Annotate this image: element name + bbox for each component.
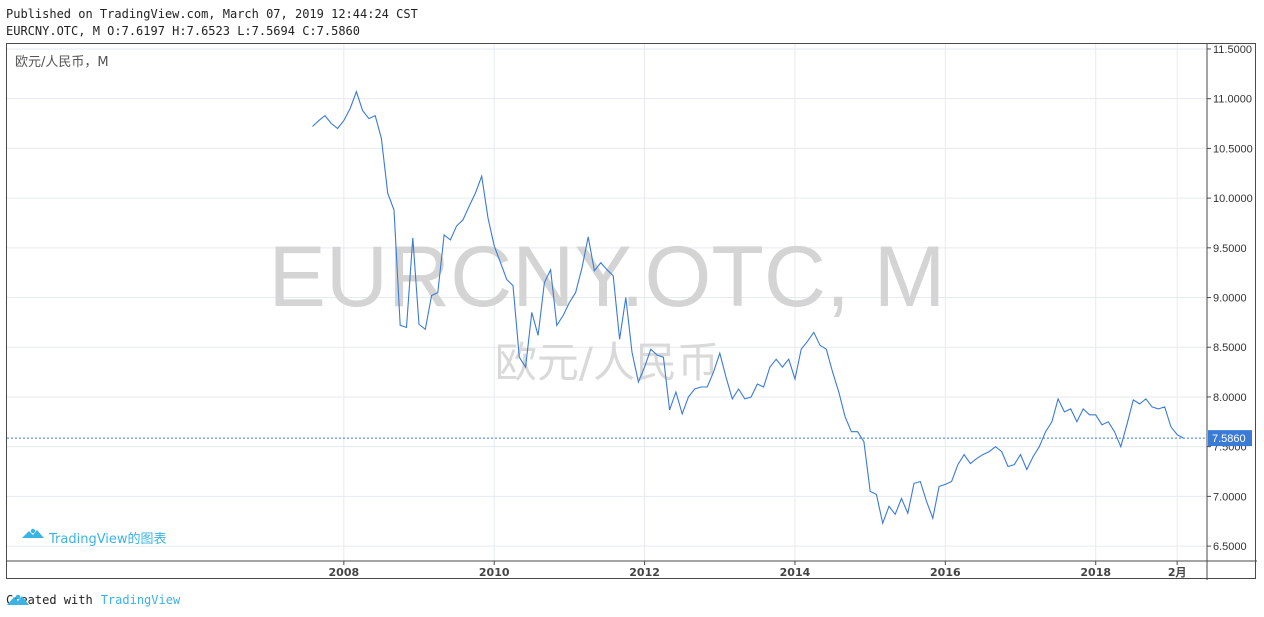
y-tick-label: 10.0000: [1213, 193, 1253, 205]
x-tick-label: 2014: [780, 566, 811, 579]
last-value-badge: [1208, 430, 1252, 447]
tradingview-link[interactable]: TradingView: [100, 593, 181, 607]
watermark-symbol: EURCNY.OTC, M: [269, 229, 946, 325]
y-tick-label: 6.5000: [1213, 541, 1247, 553]
price-chart[interactable]: EURCNY.OTC, M 欧元/人民币 6.50007.00007.50008…: [7, 44, 1257, 580]
y-tick-label: 10.5000: [1213, 143, 1253, 155]
chart-grid: [7, 44, 1207, 561]
y-tick-label: 7.0000: [1213, 491, 1247, 503]
footer: Created with TradingView: [6, 593, 180, 607]
y-tick-label: 11.0000: [1213, 94, 1252, 106]
ohlc-info: EURCNY.OTC, M O:7.6197 H:7.6523 L:7.5694…: [6, 24, 361, 38]
y-axis-ticks: 6.50007.00007.50008.00008.50009.00009.50…: [1207, 44, 1253, 553]
y-tick-label: 9.0000: [1213, 293, 1247, 305]
y-tick-label: 11.5000: [1213, 44, 1252, 56]
x-tick-label: 2018: [1080, 566, 1111, 579]
series-line-group: [312, 90, 1184, 526]
published-info: Published on TradingView.com, March 07, …: [6, 7, 418, 21]
last-value-label: 7.5860: [1212, 433, 1246, 445]
x-tick-label: 2月: [1168, 566, 1187, 579]
tradingview-logo-icon: [22, 528, 44, 538]
chart-frame[interactable]: EURCNY.OTC, M 欧元/人民币 6.5000 7.0000 7.5000 8…: [6, 43, 1257, 580]
last-value-label-group: 7.5860: [1208, 430, 1252, 447]
branding-text: TradingView的图表: [48, 531, 167, 547]
y-tick-label: 8.5000: [1213, 342, 1247, 354]
x-tick-label: 2016: [930, 566, 961, 579]
x-tick-label: 2008: [329, 566, 360, 579]
y-tick-label: 8.0000: [1213, 392, 1247, 404]
tradingview-branding[interactable]: TradingView的图表: [22, 528, 167, 547]
x-tick-label: 2012: [629, 566, 660, 579]
y-tick-label: 9.5000: [1213, 243, 1247, 255]
x-tick-label: 2010: [479, 566, 510, 579]
series-line: [312, 90, 1184, 526]
watermark-name: 欧元/人民币: [495, 338, 719, 387]
x-axis-ticks: 2008 2010 2012 2014 2016 2018 2月: [329, 561, 1187, 579]
chart-title: 欧元/人民币，M: [15, 55, 109, 70]
